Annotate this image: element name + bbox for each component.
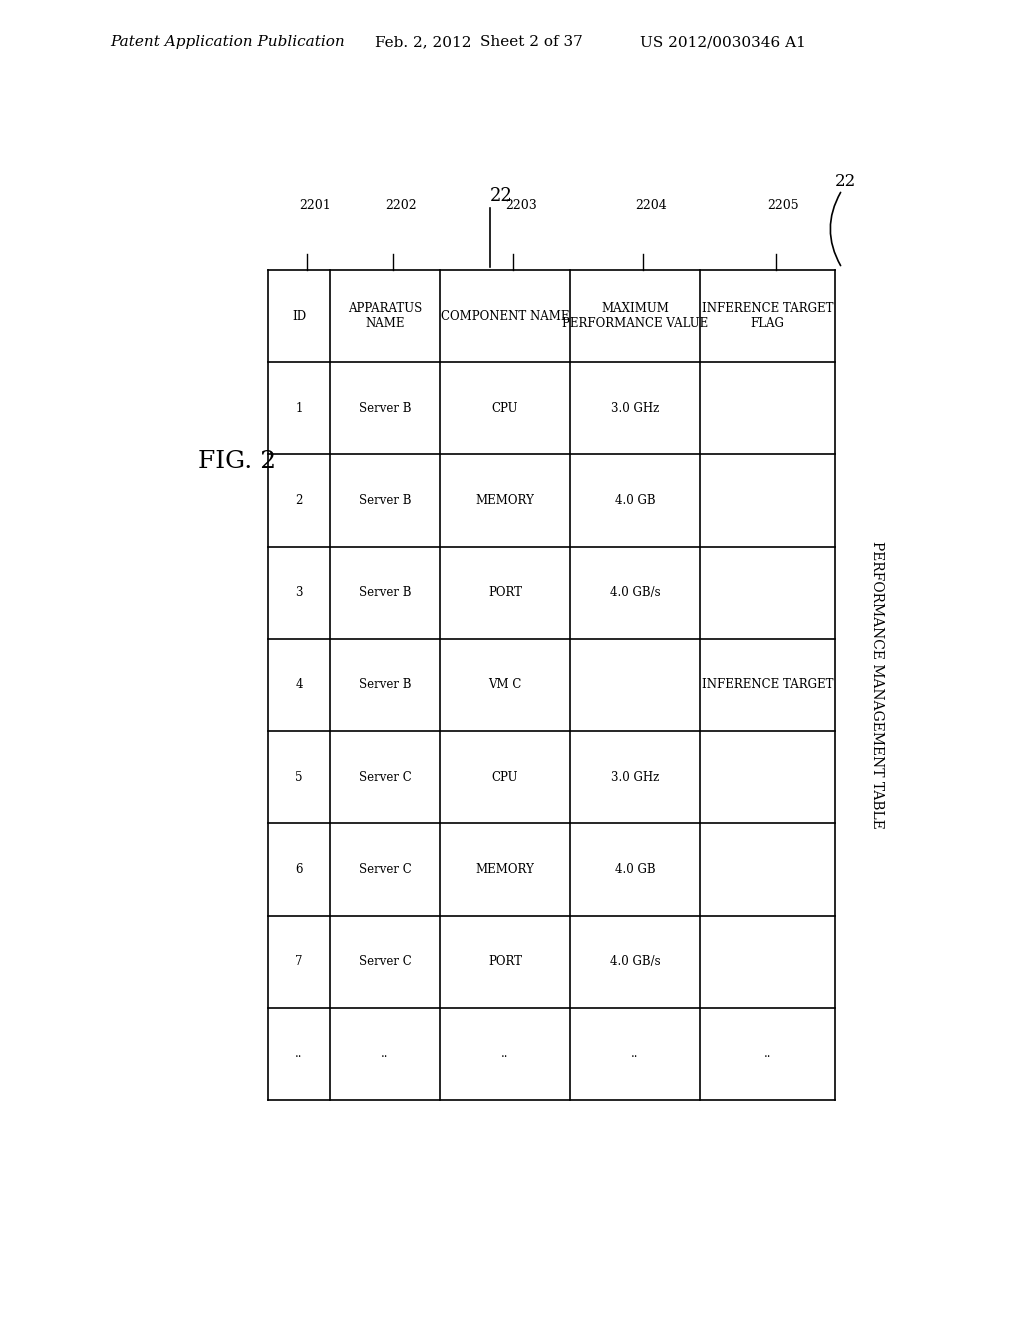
Text: 6: 6 [295,863,303,876]
Text: Server C: Server C [358,863,412,876]
Text: ID: ID [292,310,306,322]
Text: PORT: PORT [488,586,522,599]
Text: INFERENCE TARGET
FLAG: INFERENCE TARGET FLAG [701,302,834,330]
Text: MEMORY: MEMORY [475,494,535,507]
Text: Server B: Server B [358,494,412,507]
Text: COMPONENT NAME: COMPONENT NAME [440,310,569,322]
Text: 4.0 GB/s: 4.0 GB/s [609,586,660,599]
Text: Server C: Server C [358,956,412,968]
Text: FIG. 2: FIG. 2 [198,450,276,473]
Text: 4.0 GB: 4.0 GB [614,494,655,507]
Text: APPARATUS
NAME: APPARATUS NAME [348,302,422,330]
Text: 4: 4 [295,678,303,692]
Text: 2205: 2205 [768,199,799,213]
Text: Patent Application Publication: Patent Application Publication [110,36,345,49]
Text: 5: 5 [295,771,303,784]
Text: 7: 7 [295,956,303,968]
Text: 2204: 2204 [635,199,667,213]
Text: Server B: Server B [358,678,412,692]
Text: CPU: CPU [492,401,518,414]
Text: 1: 1 [295,401,303,414]
Text: 2: 2 [295,494,303,507]
Text: INFERENCE TARGET: INFERENCE TARGET [701,678,834,692]
Text: CPU: CPU [492,771,518,784]
Text: 2201: 2201 [299,199,331,213]
Text: Feb. 2, 2012: Feb. 2, 2012 [375,36,471,49]
Text: 3.0 GHz: 3.0 GHz [611,771,659,784]
Text: 4.0 GB: 4.0 GB [614,863,655,876]
Text: VM C: VM C [488,678,521,692]
Text: 2203: 2203 [505,199,537,213]
Text: Server B: Server B [358,586,412,599]
Text: ..: .. [381,1047,389,1060]
Text: 2202: 2202 [385,199,417,213]
Text: US 2012/0030346 A1: US 2012/0030346 A1 [640,36,806,49]
Text: ..: .. [764,1047,771,1060]
Text: 3: 3 [295,586,303,599]
Text: Sheet 2 of 37: Sheet 2 of 37 [480,36,583,49]
Text: MEMORY: MEMORY [475,863,535,876]
Text: PORT: PORT [488,956,522,968]
Text: ..: .. [502,1047,509,1060]
Text: 4.0 GB/s: 4.0 GB/s [609,956,660,968]
Text: 22: 22 [490,187,513,205]
Text: MAXIMUM
PERFORMANCE VALUE: MAXIMUM PERFORMANCE VALUE [562,302,709,330]
Text: Server B: Server B [358,401,412,414]
Text: 22: 22 [835,173,856,190]
Text: Server C: Server C [358,771,412,784]
Text: ..: .. [295,1047,303,1060]
Text: 3.0 GHz: 3.0 GHz [611,401,659,414]
Text: PERFORMANCE MANAGEMENT TABLE: PERFORMANCE MANAGEMENT TABLE [870,541,884,829]
Text: ..: .. [631,1047,639,1060]
